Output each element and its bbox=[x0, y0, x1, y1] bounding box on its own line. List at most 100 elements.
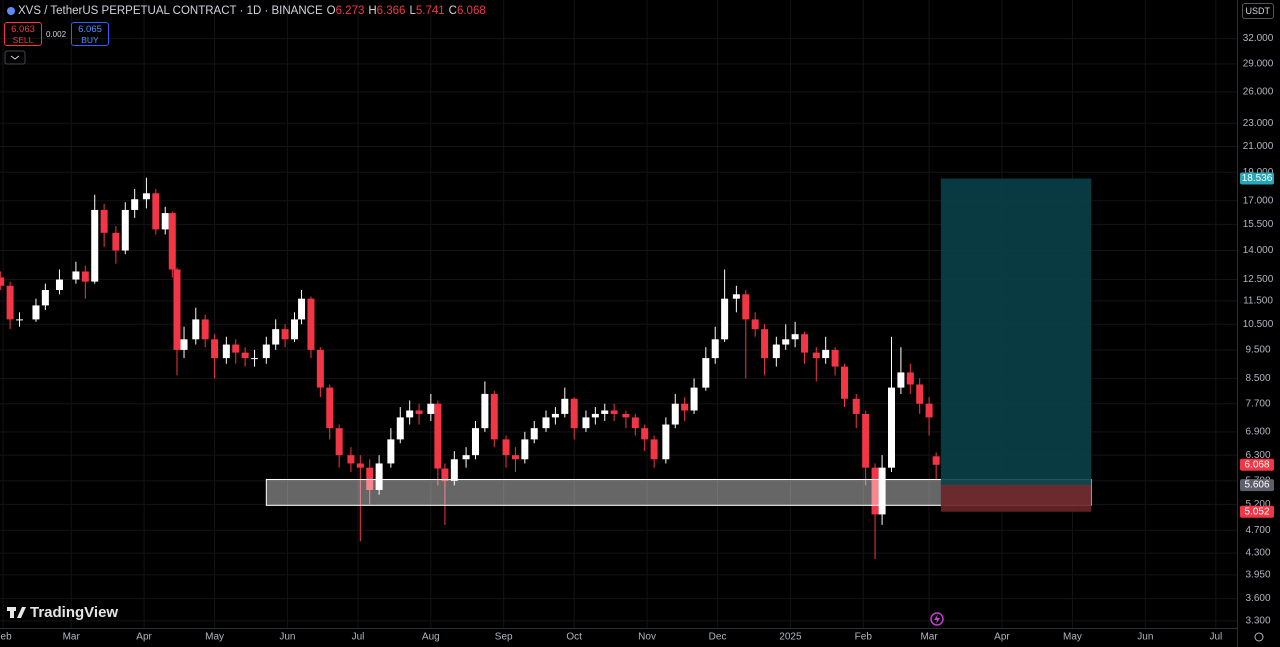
x-tick-label: Aug bbox=[422, 632, 440, 643]
plot-area bbox=[0, 0, 1237, 628]
y-tick-label: 3.300 bbox=[1245, 616, 1270, 627]
candle-body bbox=[298, 298, 306, 320]
candle-body bbox=[662, 424, 670, 460]
entry-badge bbox=[1240, 479, 1274, 492]
candle-body bbox=[641, 428, 649, 440]
x-tick-label: Sep bbox=[495, 632, 513, 643]
candle-body bbox=[462, 455, 470, 460]
candle-body bbox=[347, 455, 355, 464]
candle-body bbox=[316, 349, 324, 388]
candle-body bbox=[650, 439, 658, 460]
candle-body bbox=[16, 319, 24, 321]
candle-body bbox=[0, 277, 5, 286]
buy-price: 6.065 bbox=[78, 24, 102, 35]
symbol-title: XVS / TetherUS PERPETUAL CONTRACT · 1D ·… bbox=[18, 5, 323, 17]
x-tick-label: 2025 bbox=[779, 632, 802, 643]
lightning-icon[interactable] bbox=[930, 612, 944, 626]
y-tick-label: 9.500 bbox=[1245, 345, 1270, 356]
candle-body bbox=[732, 294, 740, 299]
candle-body bbox=[511, 455, 519, 460]
candle-body bbox=[41, 290, 49, 306]
candle-body bbox=[91, 209, 99, 282]
stop-badge bbox=[1240, 505, 1274, 518]
candle-body bbox=[681, 403, 689, 411]
x-tick-label: Oct bbox=[566, 632, 582, 643]
candle-body bbox=[441, 468, 449, 481]
candle-body bbox=[201, 319, 209, 340]
header: XVS / TetherUS PERPETUAL CONTRACT · 1D ·… bbox=[6, 5, 486, 17]
candle-body bbox=[751, 319, 759, 330]
chevron-button[interactable] bbox=[4, 50, 26, 65]
x-tick-label: Mar bbox=[920, 632, 938, 643]
x-tick-label: Mar bbox=[63, 632, 81, 643]
sell-price: 6.063 bbox=[11, 24, 35, 35]
candle-body bbox=[307, 298, 315, 350]
candle-body bbox=[871, 467, 879, 515]
candle-body bbox=[262, 344, 270, 359]
candle-body bbox=[335, 428, 343, 456]
axes: 32.000 29.000 26.000 23.000 21.000 19.000 17.0… bbox=[0, 33, 1274, 643]
sell-button[interactable]: 6.063 SELL bbox=[4, 22, 42, 46]
y-tick-label: 6.300 bbox=[1245, 450, 1270, 461]
logo-icon bbox=[7, 607, 26, 618]
candle-body bbox=[100, 209, 108, 233]
candle-body bbox=[622, 413, 630, 418]
candle-body bbox=[180, 339, 188, 350]
candle-body bbox=[502, 439, 510, 456]
candle-body bbox=[222, 344, 230, 359]
candle-body bbox=[791, 334, 799, 340]
last-price-label: 6.068 bbox=[1244, 459, 1269, 470]
candle-body bbox=[542, 417, 550, 429]
ohlc-value: 5.741 bbox=[415, 5, 445, 17]
candle-body bbox=[582, 417, 590, 429]
settings-icon[interactable] bbox=[1254, 632, 1264, 642]
candle-body bbox=[434, 403, 442, 469]
candle-body bbox=[272, 329, 280, 345]
target-area bbox=[940, 178, 1092, 486]
y-tick-label: 17.000 bbox=[1243, 195, 1274, 206]
y-tick-label: 3.600 bbox=[1245, 593, 1270, 604]
y-tick-label: 6.900 bbox=[1245, 426, 1270, 437]
y-tick-label: 8.500 bbox=[1245, 373, 1270, 384]
candle-body bbox=[932, 456, 940, 465]
ohlc-value: 6.068 bbox=[456, 5, 486, 17]
candle-body bbox=[406, 410, 414, 418]
spread: 0.002 bbox=[46, 30, 67, 39]
currency-button[interactable]: USDT bbox=[1241, 3, 1274, 19]
ohlc-value: 6.366 bbox=[376, 5, 406, 17]
candle-body bbox=[702, 358, 710, 388]
candle-body bbox=[631, 417, 639, 429]
candle-body bbox=[852, 398, 860, 414]
x-tick-label: Jul bbox=[1209, 632, 1222, 643]
y-tick-label: 5.200 bbox=[1245, 499, 1270, 510]
candle-body bbox=[291, 319, 299, 340]
candle-body bbox=[711, 339, 719, 359]
candle-body bbox=[192, 319, 200, 340]
ohlc-value: 6.273 bbox=[335, 5, 365, 17]
candle-body bbox=[161, 213, 169, 230]
y-tick-label: 15.500 bbox=[1243, 219, 1274, 230]
target-badge bbox=[1240, 172, 1274, 185]
buy-button[interactable]: 6.065 BUY bbox=[71, 22, 109, 46]
candle-body bbox=[551, 413, 559, 418]
candle-body bbox=[561, 398, 569, 414]
candle-body bbox=[142, 193, 150, 200]
candle-body bbox=[241, 352, 249, 359]
candle-body bbox=[356, 463, 364, 468]
y-tick-label: 32.000 bbox=[1243, 33, 1274, 44]
y-tick-label: 7.700 bbox=[1245, 398, 1270, 409]
x-tick-label: Feb bbox=[0, 632, 12, 643]
candle-body bbox=[530, 428, 538, 440]
y-tick-label: 29.000 bbox=[1243, 58, 1274, 69]
y-tick-label: 14.000 bbox=[1243, 245, 1274, 256]
y-tick-label: 3.950 bbox=[1245, 569, 1270, 580]
candle-body bbox=[601, 410, 609, 414]
candle-body bbox=[131, 199, 139, 210]
ohlc-key: C bbox=[448, 5, 457, 17]
y-tick-label: 26.000 bbox=[1243, 86, 1274, 97]
y-tick-label: 4.700 bbox=[1245, 525, 1270, 536]
x-tick-label: Dec bbox=[709, 632, 727, 643]
candle-body bbox=[168, 213, 176, 270]
candle-body bbox=[396, 417, 404, 440]
